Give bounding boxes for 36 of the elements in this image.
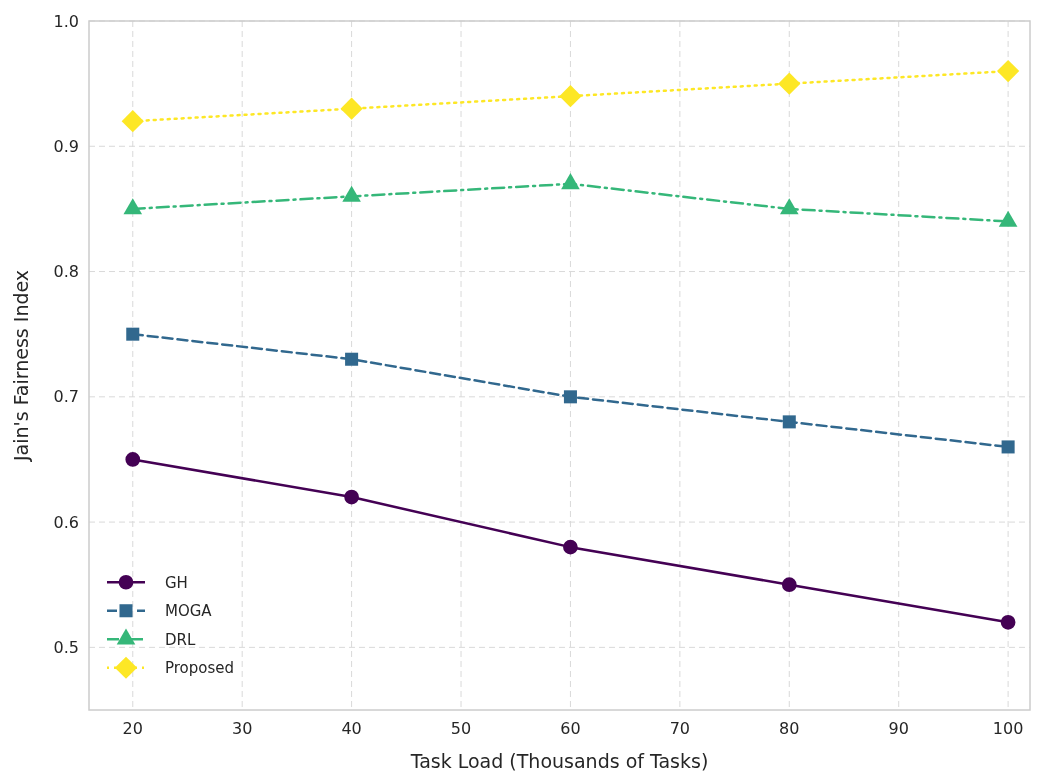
x-tick-label: 80 [779, 719, 800, 738]
x-tick-label: 90 [888, 719, 909, 738]
x-axis-title: Task Load (Thousands of Tasks) [409, 750, 709, 772]
point [559, 85, 582, 108]
legend-label: GH [165, 573, 188, 592]
y-tick-label: 0.5 [53, 637, 79, 657]
point [563, 539, 578, 555]
legend-label: DRL [165, 630, 196, 649]
legend-label: Proposed [165, 659, 235, 677]
x-tick-label: 30 [232, 719, 253, 738]
point [997, 59, 1020, 83]
x-tick-label: 100 [992, 719, 1024, 738]
x-tick-label: 60 [560, 719, 581, 738]
point [778, 72, 801, 95]
x-tick-label: 20 [122, 719, 143, 738]
point [344, 489, 359, 505]
point [125, 452, 141, 467]
point [345, 352, 359, 366]
y-tick-label: 0.6 [53, 512, 79, 532]
point [782, 415, 796, 429]
y-tick-label: 0.7 [53, 387, 79, 407]
point [781, 577, 797, 593]
x-tick-label: 40 [341, 719, 362, 738]
point [340, 97, 363, 120]
x-tick-label: 70 [669, 719, 691, 738]
point [563, 390, 577, 404]
y-axis-title: Jain's Fairness Index [10, 269, 32, 463]
point [126, 327, 140, 341]
y-tick-label: 0.9 [53, 136, 79, 156]
x-tick-label: 50 [450, 719, 472, 738]
legend-label: MOGA [165, 602, 213, 620]
point [121, 110, 144, 133]
y-tick-label: 0.8 [53, 262, 79, 282]
y-tick-label: 1.0 [53, 11, 79, 31]
point [1001, 440, 1015, 454]
point [1000, 614, 1016, 630]
